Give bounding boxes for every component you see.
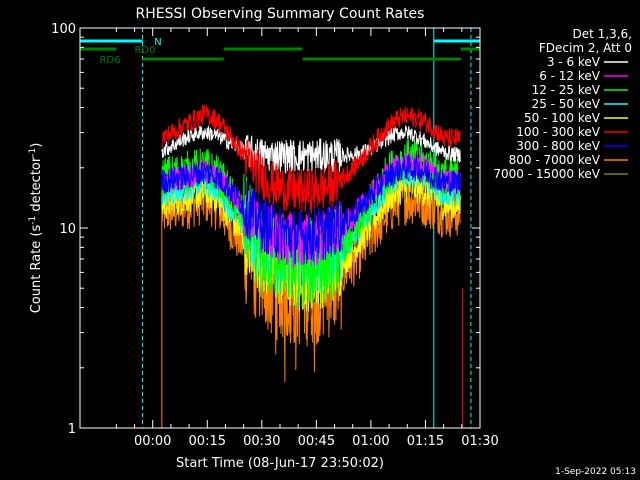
x-axis-label: Start Time (08-Jun-17 23:50:02)	[176, 456, 384, 471]
flag-label-n: N	[154, 37, 161, 48]
legend-label-2: 12 - 25 keV	[532, 83, 601, 97]
y-axis-label: Count Rate (s-1 detector-1)	[28, 143, 44, 314]
x-tick-label-6: 01:30	[461, 434, 498, 449]
x-ticks: 00:00 00:15 00:30 00:45 01:00 01:15 01:30	[115, 28, 499, 449]
x-tick-label-0: 00:00	[134, 434, 171, 449]
legend-label-4: 50 - 100 keV	[524, 111, 601, 125]
legend-label-3: 25 - 50 keV	[532, 97, 601, 111]
y-tick-label-1: 10	[59, 222, 76, 237]
footer-timestamp: 1-Sep-2022 05:13	[555, 467, 636, 477]
x-tick-label-1: 00:15	[189, 434, 226, 449]
y-ticks: 1 10 100	[51, 22, 480, 437]
legend-label-8: 7000 - 15000 keV	[493, 167, 600, 181]
legend-label-7: 800 - 7000 keV	[509, 153, 601, 167]
x-tick-label-3: 00:45	[298, 434, 335, 449]
legend-label-5: 100 - 300 keV	[516, 125, 600, 139]
y-tick-label-2: 100	[51, 22, 76, 37]
series-line-7	[161, 173, 461, 383]
x-tick-label-4: 01:00	[352, 434, 389, 449]
legend-info-line-2: FDecim 2, Att 0	[539, 41, 632, 55]
y-axis-label-sup1: -1	[28, 216, 38, 225]
y-axis-label-main: Count Rate (s	[29, 225, 44, 314]
series-line-5	[161, 103, 461, 214]
y-tick-label-0: 1	[68, 422, 76, 437]
series-line-2	[161, 139, 461, 309]
y-axis-label-sup2: -1	[28, 148, 38, 157]
series-line-0	[161, 125, 461, 175]
legend-label-0: 3 - 6 keV	[547, 55, 601, 69]
legend-label-6: 300 - 800 keV	[516, 139, 600, 153]
x-tick-label-5: 01:15	[407, 434, 444, 449]
legend-label-1: 6 - 12 keV	[539, 69, 601, 83]
flag-label-rd0: RD0	[134, 45, 155, 56]
legend-info-line-1: Det 1,3,6,	[573, 27, 633, 41]
flag-label-rd6: RD6	[99, 55, 120, 66]
series-line-6	[161, 153, 461, 265]
y-axis-label-mid: detector	[29, 156, 44, 216]
x-tick-label-2: 00:30	[243, 434, 280, 449]
chart-title: RHESSI Observing Summary Count Rates	[136, 6, 425, 22]
y-axis-label-end: )	[29, 143, 44, 148]
